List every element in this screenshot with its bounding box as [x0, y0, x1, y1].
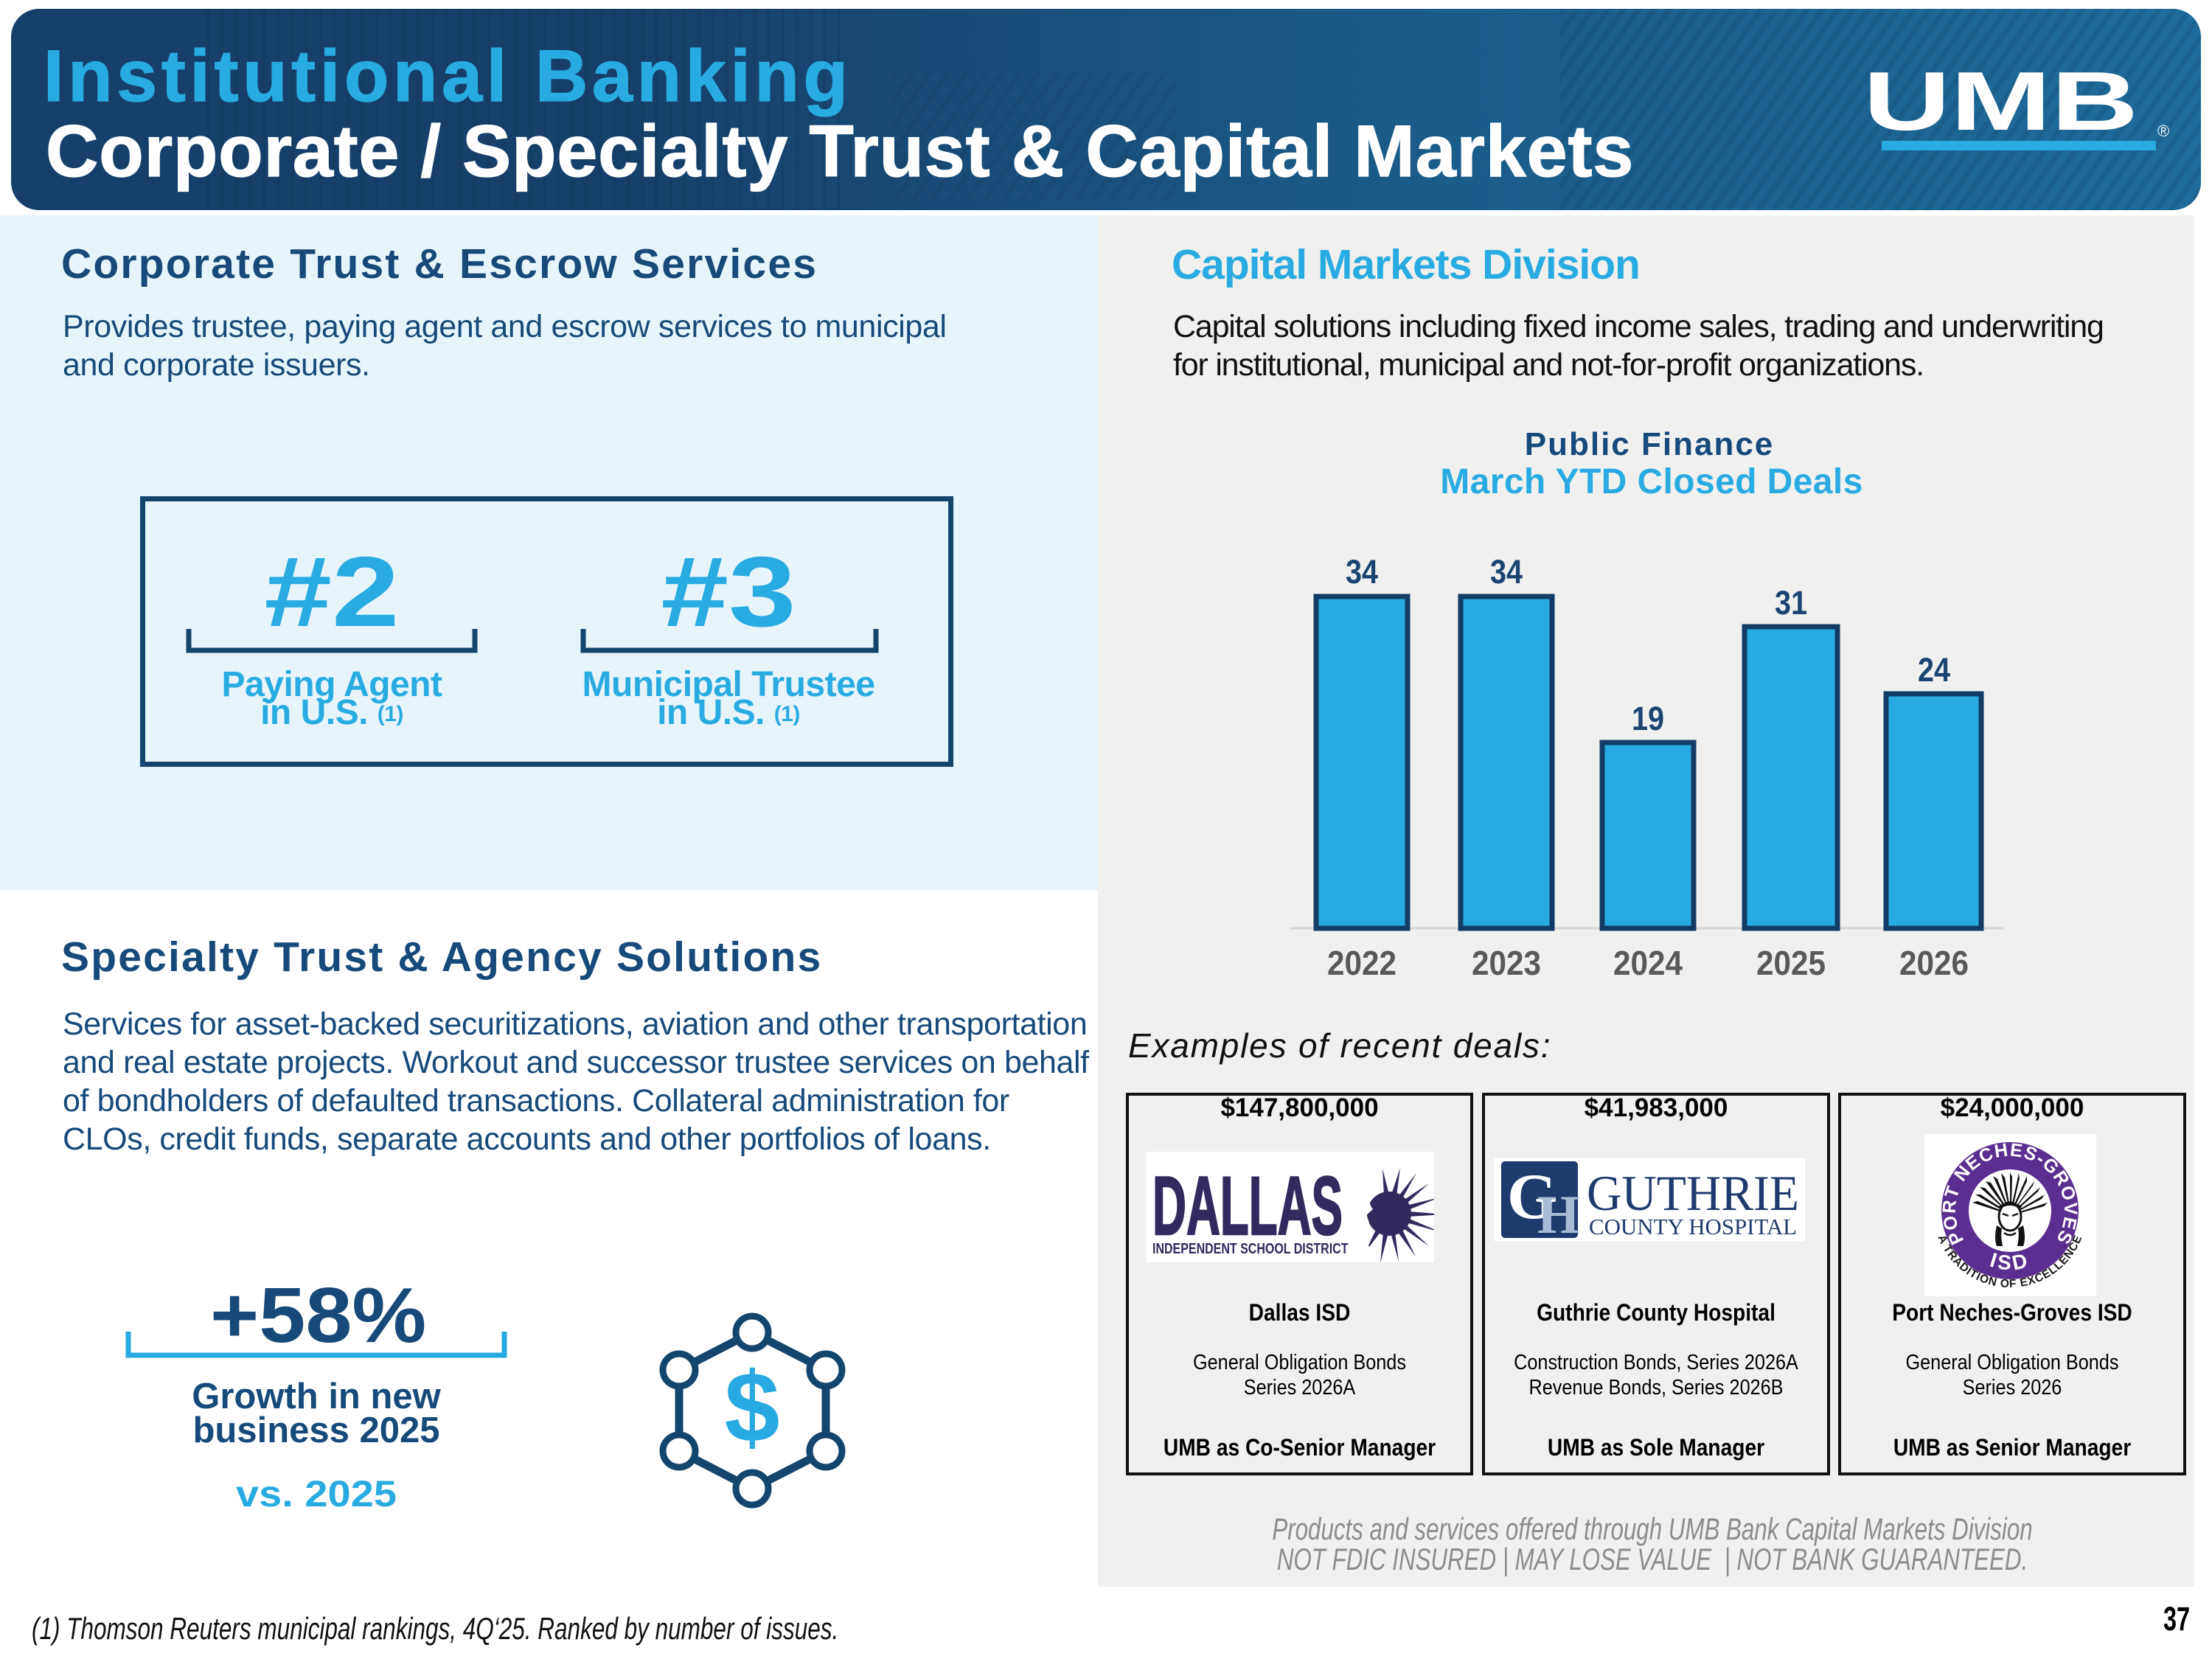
svg-text:$: $ [724, 1352, 779, 1463]
